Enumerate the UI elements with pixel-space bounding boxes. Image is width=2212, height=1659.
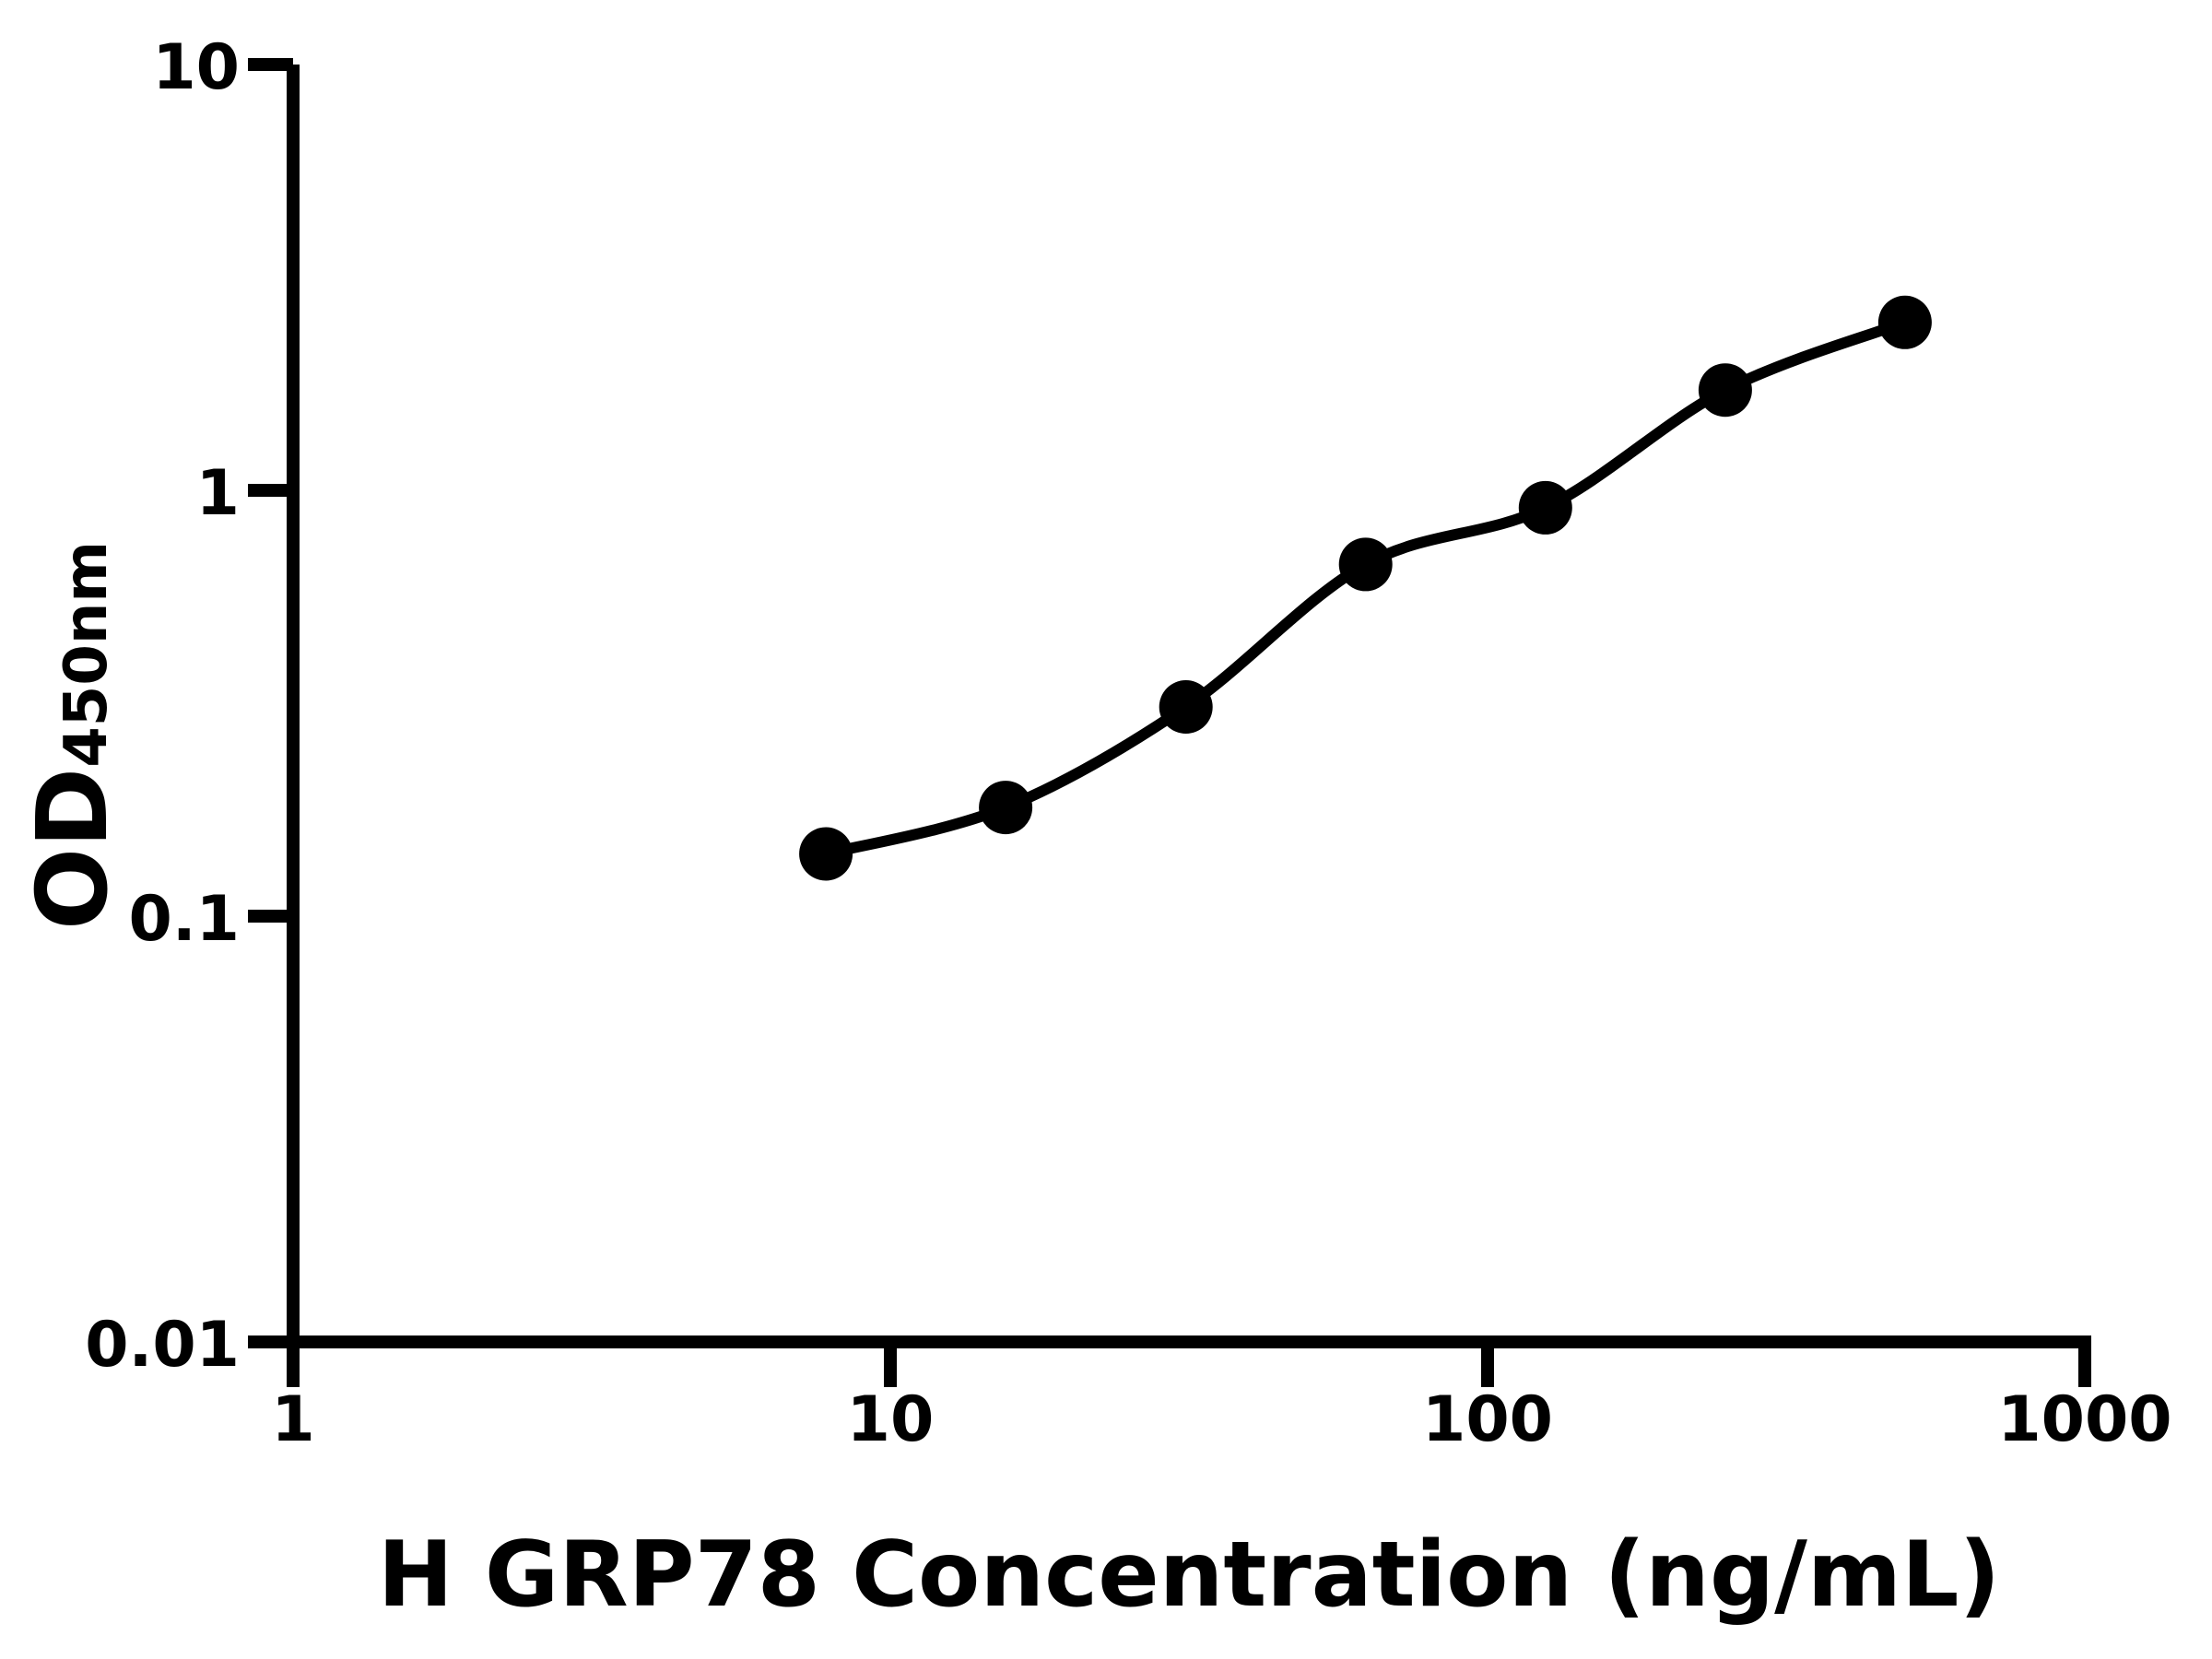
data-point (1338, 537, 1393, 592)
x-tick-label: 1000 (1997, 1383, 2171, 1456)
x-tick-label: 10 (847, 1383, 935, 1456)
data-point (1518, 480, 1572, 535)
y-axis-title-subscript: 450nm (53, 541, 121, 768)
data-points-layer (799, 295, 1932, 881)
data-point (1159, 680, 1213, 734)
data-point (1698, 363, 1752, 418)
y-axis-title: OD450nm (17, 541, 129, 930)
y-axis-title-main: OD (17, 768, 129, 930)
tick-labels-layer: 1 10 100 1000 10 1 0.1 0.01 (85, 31, 2171, 1456)
x-axis-title: H GRP78 Concentration (ng/mL) (378, 1523, 2001, 1628)
axes-layer (287, 65, 2091, 1348)
x-tick-label: 1 (271, 1383, 314, 1456)
y-tick-label: 10 (152, 31, 240, 104)
y-tick-label: 0.1 (129, 883, 240, 956)
ticks-layer (248, 58, 2091, 1387)
data-point (979, 781, 1033, 835)
data-point (1877, 295, 1932, 349)
y-tick-label: 1 (196, 457, 240, 530)
y-tick-label: 0.01 (85, 1309, 240, 1382)
data-point (799, 827, 853, 881)
x-tick-label: 100 (1422, 1383, 1553, 1456)
